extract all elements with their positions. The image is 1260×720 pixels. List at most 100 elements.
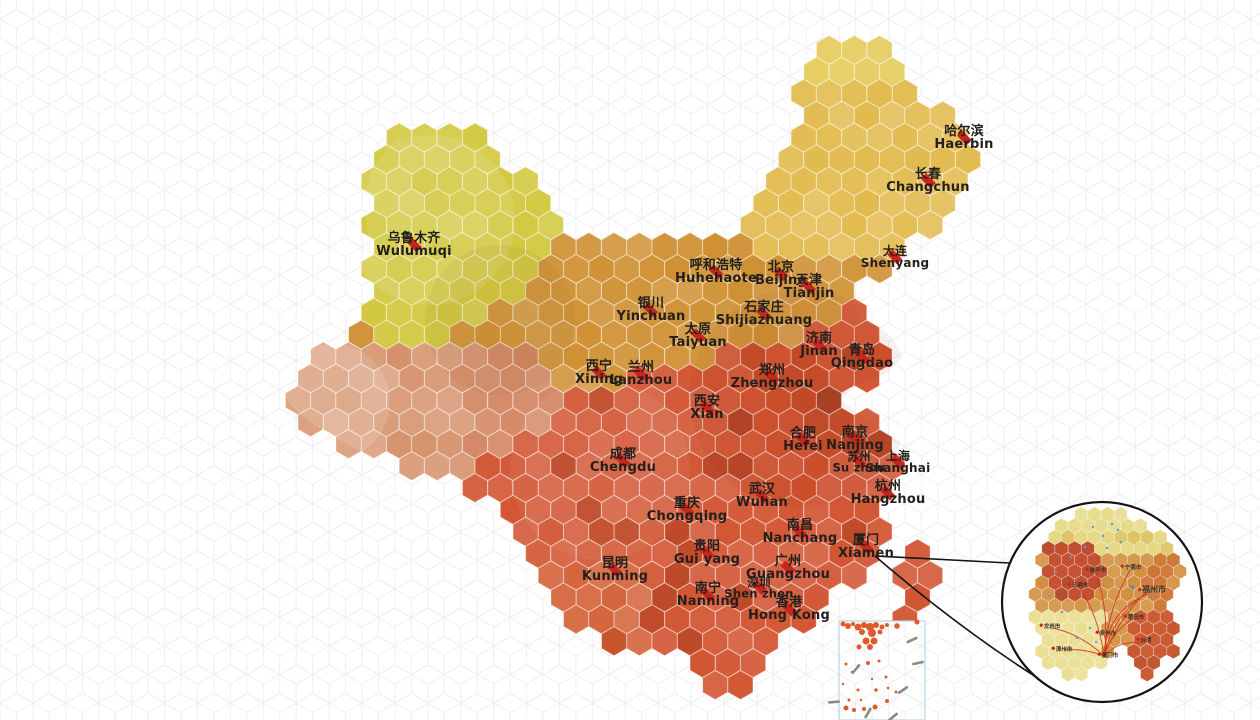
city-taiyuan[interactable]: 太原 Taiyuan (669, 323, 727, 349)
city-name-zh: 西安 (693, 393, 721, 409)
city-name-en: Huhehaote (675, 270, 757, 286)
city-huhehaote[interactable]: 呼和浩特 Huhehaote (675, 259, 757, 285)
city-name-en: Haerbin (934, 136, 994, 152)
city-name-en: Shijiazhuang (715, 312, 813, 328)
city-name-zh: 深圳 (747, 575, 771, 590)
city-shanghai[interactable]: 上海 Shanghai (866, 450, 931, 474)
city-name-en: Hong Kong (747, 607, 831, 623)
inset-city-label: 台湾 (1135, 637, 1152, 645)
city-name-zh: 呼和浩特 (689, 257, 743, 273)
inset-city-marker-icon (1123, 614, 1128, 619)
city-shen-zhen[interactable]: 深圳 Shen zhen (724, 576, 793, 599)
city-chengdu[interactable]: 成都 Chengdu (590, 448, 656, 474)
city-changchun[interactable]: 长春 Changchun (886, 168, 969, 194)
city-name-en: Nanjing (826, 437, 884, 453)
inset-city-label: 漳州市 (1051, 646, 1073, 654)
city-name-en: Kunming (581, 568, 649, 584)
city-nanning[interactable]: 南宁 Nanning (677, 582, 740, 608)
city-zhengzhou[interactable]: 郑州 Zhengzhou (731, 364, 814, 390)
city-name-en: Changchun (886, 179, 970, 195)
city-chongqing[interactable]: 重庆 Chongqing (647, 497, 727, 523)
city-name-en: Shen zhen (724, 586, 794, 601)
city-gui-yang[interactable]: 贵阳 Gui yang (674, 540, 740, 566)
inset-city-label: 宁德市 (1120, 564, 1142, 572)
city-name-zh: 长春 (914, 166, 942, 182)
inset-city-marker-icon (1097, 652, 1102, 657)
city-lanzhou[interactable]: 兰州 Lanzhou (610, 361, 673, 387)
city-qingdao[interactable]: 青岛 Qingdao (831, 344, 893, 370)
city-wuhan[interactable]: 武汉 Wuhan (736, 483, 788, 509)
inset-city-marker-icon (1095, 630, 1100, 635)
city-name-zh: 青岛 (848, 342, 876, 358)
inset-city-name: 泉州市 (1099, 630, 1117, 637)
city-name-zh: 石家庄 (744, 299, 784, 315)
city-name-zh: 合肥 (789, 425, 817, 441)
city-name-en: Shenyang (860, 255, 930, 270)
inset-city-label: 泉州市 (1095, 630, 1117, 638)
city-xiamen[interactable]: 厦门 Xiamen (838, 534, 894, 560)
city-name-en: Nanning (676, 593, 740, 609)
city-name-en: Nanchang (762, 530, 838, 546)
city-name-zh: 香港 (775, 594, 803, 610)
city-xining[interactable]: 西宁 Xining (575, 360, 623, 386)
city-name-zh: 武汉 (748, 481, 776, 497)
city-beijing[interactable]: 北京 Beijing (755, 261, 807, 287)
inset-city-name: 龙岩市 (1043, 623, 1061, 630)
city-tianjin[interactable]: 天津 Tianjin (784, 274, 835, 300)
city-name-en: Gui yang (673, 551, 741, 567)
photo-texture-overlays (282, 135, 910, 560)
city-name-en: Lanzhou (609, 372, 673, 388)
city-name-zh: 南京 (841, 424, 869, 440)
city-name-zh: 成都 (609, 446, 637, 462)
china-hex-map (285, 34, 981, 700)
city-hong-kong[interactable]: 香港 Hong Kong (748, 596, 830, 622)
city-name-zh: 兰州 (627, 359, 655, 375)
city-name-zh: 天津 (795, 272, 823, 288)
city-name-en: Guangzhou (745, 566, 831, 582)
city-hefei[interactable]: 合肥 Hefei (783, 427, 823, 453)
city-name-zh: 哈尔滨 (944, 123, 984, 139)
city-name-en: Chongqing (646, 508, 728, 524)
south-china-sea-inset (827, 619, 926, 720)
city-name-zh: 苏州 (847, 449, 871, 464)
city-su-zhou[interactable]: 苏州 Su zhou (833, 450, 886, 473)
city-name-en: Wuhan (736, 494, 788, 510)
inset-city-label: 三明市 (1067, 582, 1088, 590)
city-yinchuan[interactable]: 银川 Yinchuan (617, 297, 686, 323)
city-name-zh: 南昌 (786, 517, 814, 533)
city-wulumuqi[interactable]: 乌鲁木齐 Wulumuqi (376, 232, 451, 258)
inset-city-label: 龙岩市 (1039, 623, 1061, 631)
city-name-en: Xiamen (837, 545, 895, 561)
city-haerbin[interactable]: 哈尔滨 Haerbin (934, 125, 993, 151)
city-name-en: Hangzhou (850, 491, 926, 507)
city-shenyang[interactable]: 大连 Shenyang (861, 245, 930, 269)
city-name-zh: 上海 (885, 448, 911, 463)
city-nanjing[interactable]: 南京 Nanjing (826, 426, 884, 452)
city-nanchang[interactable]: 南昌 Nanchang (763, 519, 838, 545)
inset-city-label: 厦门市 (1097, 652, 1118, 660)
city-guangzhou[interactable]: 广州 Guangzhou (746, 555, 830, 581)
city-name-en: Beijing (754, 272, 808, 288)
city-name-zh: 大连 (882, 243, 908, 258)
inset-city-label: 福州市 (1137, 586, 1166, 594)
inset-city-name: 莆田市 (1127, 614, 1145, 621)
city-kunming[interactable]: 昆明 Kunming (582, 557, 648, 583)
city-xian[interactable]: 西安 Xian (690, 395, 723, 421)
city-jinan[interactable]: 济南 Jinan (800, 332, 838, 358)
inset-city-name: 漳州市 (1055, 646, 1073, 653)
city-hangzhou[interactable]: 杭州 Hangzhou (851, 480, 926, 506)
inset-city-marker-icon (1137, 587, 1142, 592)
city-name-zh: 贵阳 (693, 538, 721, 554)
city-name-en: Wulumuqi (376, 243, 452, 259)
inset-city-name: 台湾 (1140, 637, 1152, 644)
city-name-en: Qingdao (830, 355, 894, 371)
city-name-zh: 太原 (684, 321, 712, 337)
magnifier-callout-lines (874, 555, 1037, 678)
city-name-zh: 南宁 (694, 580, 722, 596)
city-name-zh: 郑州 (758, 362, 786, 378)
inset-city-name: 宁德市 (1124, 564, 1142, 571)
city-name-zh: 银川 (637, 295, 665, 311)
city-shijiazhuang[interactable]: 石家庄 Shijiazhuang (716, 301, 813, 327)
city-name-zh: 广州 (774, 553, 802, 569)
inset-city-marker-icon (1039, 623, 1044, 628)
